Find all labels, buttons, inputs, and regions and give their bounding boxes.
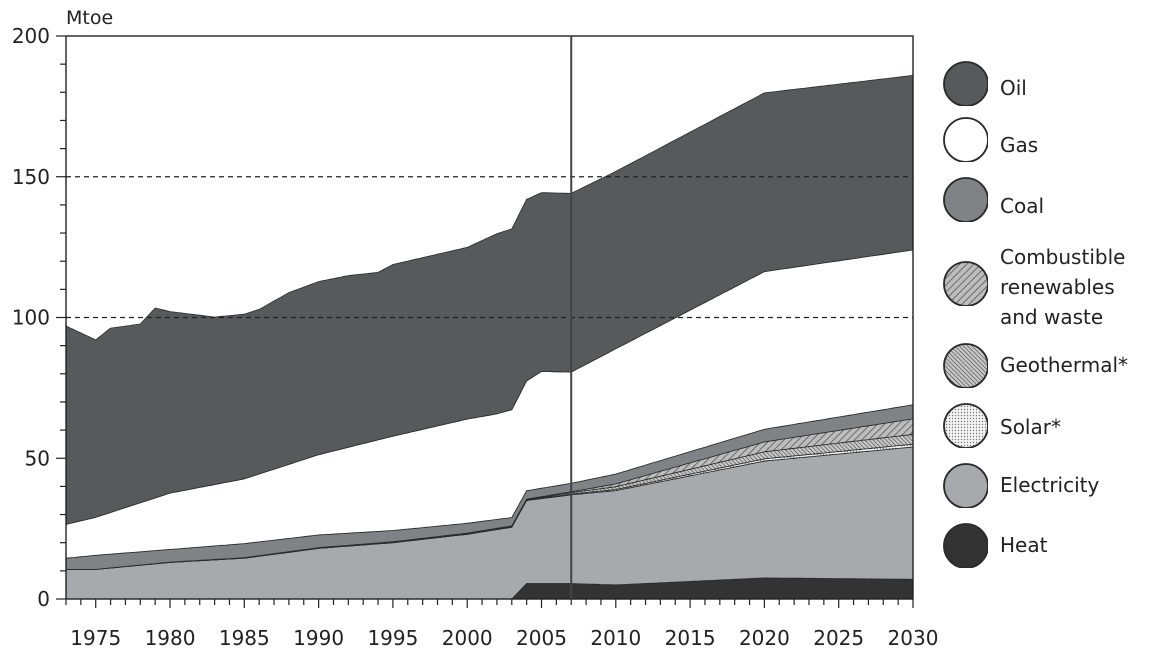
y-unit-label: Mtoe (66, 7, 113, 29)
legend-label: Electricity (1000, 473, 1100, 497)
y-tick-label: 150 (12, 165, 50, 189)
x-tick-label: 2005 (516, 626, 567, 650)
x-tick-label: 2015 (665, 626, 716, 650)
x-axis: 1975 1980 1985 1990 1995 2000 2005 2010 2015 2020… (65, 599, 939, 650)
legend-swatch-solar (943, 403, 988, 448)
legend-swatch-coal (943, 177, 988, 222)
x-tick-label: 2010 (590, 626, 641, 650)
y-tick-label: 0 (37, 587, 50, 611)
legend-swatch-oil (943, 61, 988, 106)
legend-label: Solar* (1000, 415, 1061, 439)
legend-label: Combustible renewables and waste (1000, 245, 1126, 329)
x-tick-label: 2025 (813, 626, 864, 650)
legend-swatch-gas (943, 117, 988, 162)
grid-lines (66, 176, 913, 319)
legend-swatch-geothermal (943, 343, 988, 388)
legend-label: Gas (1000, 133, 1039, 157)
x-tick-label: 1975 (70, 626, 121, 650)
legend-label: Oil (1000, 76, 1027, 100)
x-tick-label: 1985 (219, 626, 270, 650)
legend-swatch-combustible-renewables-and-waste (943, 261, 988, 306)
legend-swatch-heat (943, 523, 988, 568)
stacked-areas (65, 75, 914, 600)
y-axis: 0 50 100 150 200 (12, 24, 66, 611)
legend-swatch-electricity (943, 463, 988, 508)
x-tick-label: 2030 (888, 626, 939, 650)
legend-label: Heat (1000, 533, 1048, 557)
x-tick-label: 2020 (739, 626, 790, 650)
x-tick-label: 2000 (442, 626, 493, 650)
x-tick-label: 1990 (293, 626, 344, 650)
y-tick-label: 200 (12, 24, 50, 48)
y-tick-label: 100 (12, 306, 50, 330)
x-tick-label: 1995 (367, 626, 418, 650)
y-tick-label: 50 (25, 446, 50, 470)
legend-label: Coal (1000, 194, 1045, 218)
legend-label: Geothermal* (1000, 353, 1129, 377)
x-tick-label: 1980 (145, 626, 196, 650)
